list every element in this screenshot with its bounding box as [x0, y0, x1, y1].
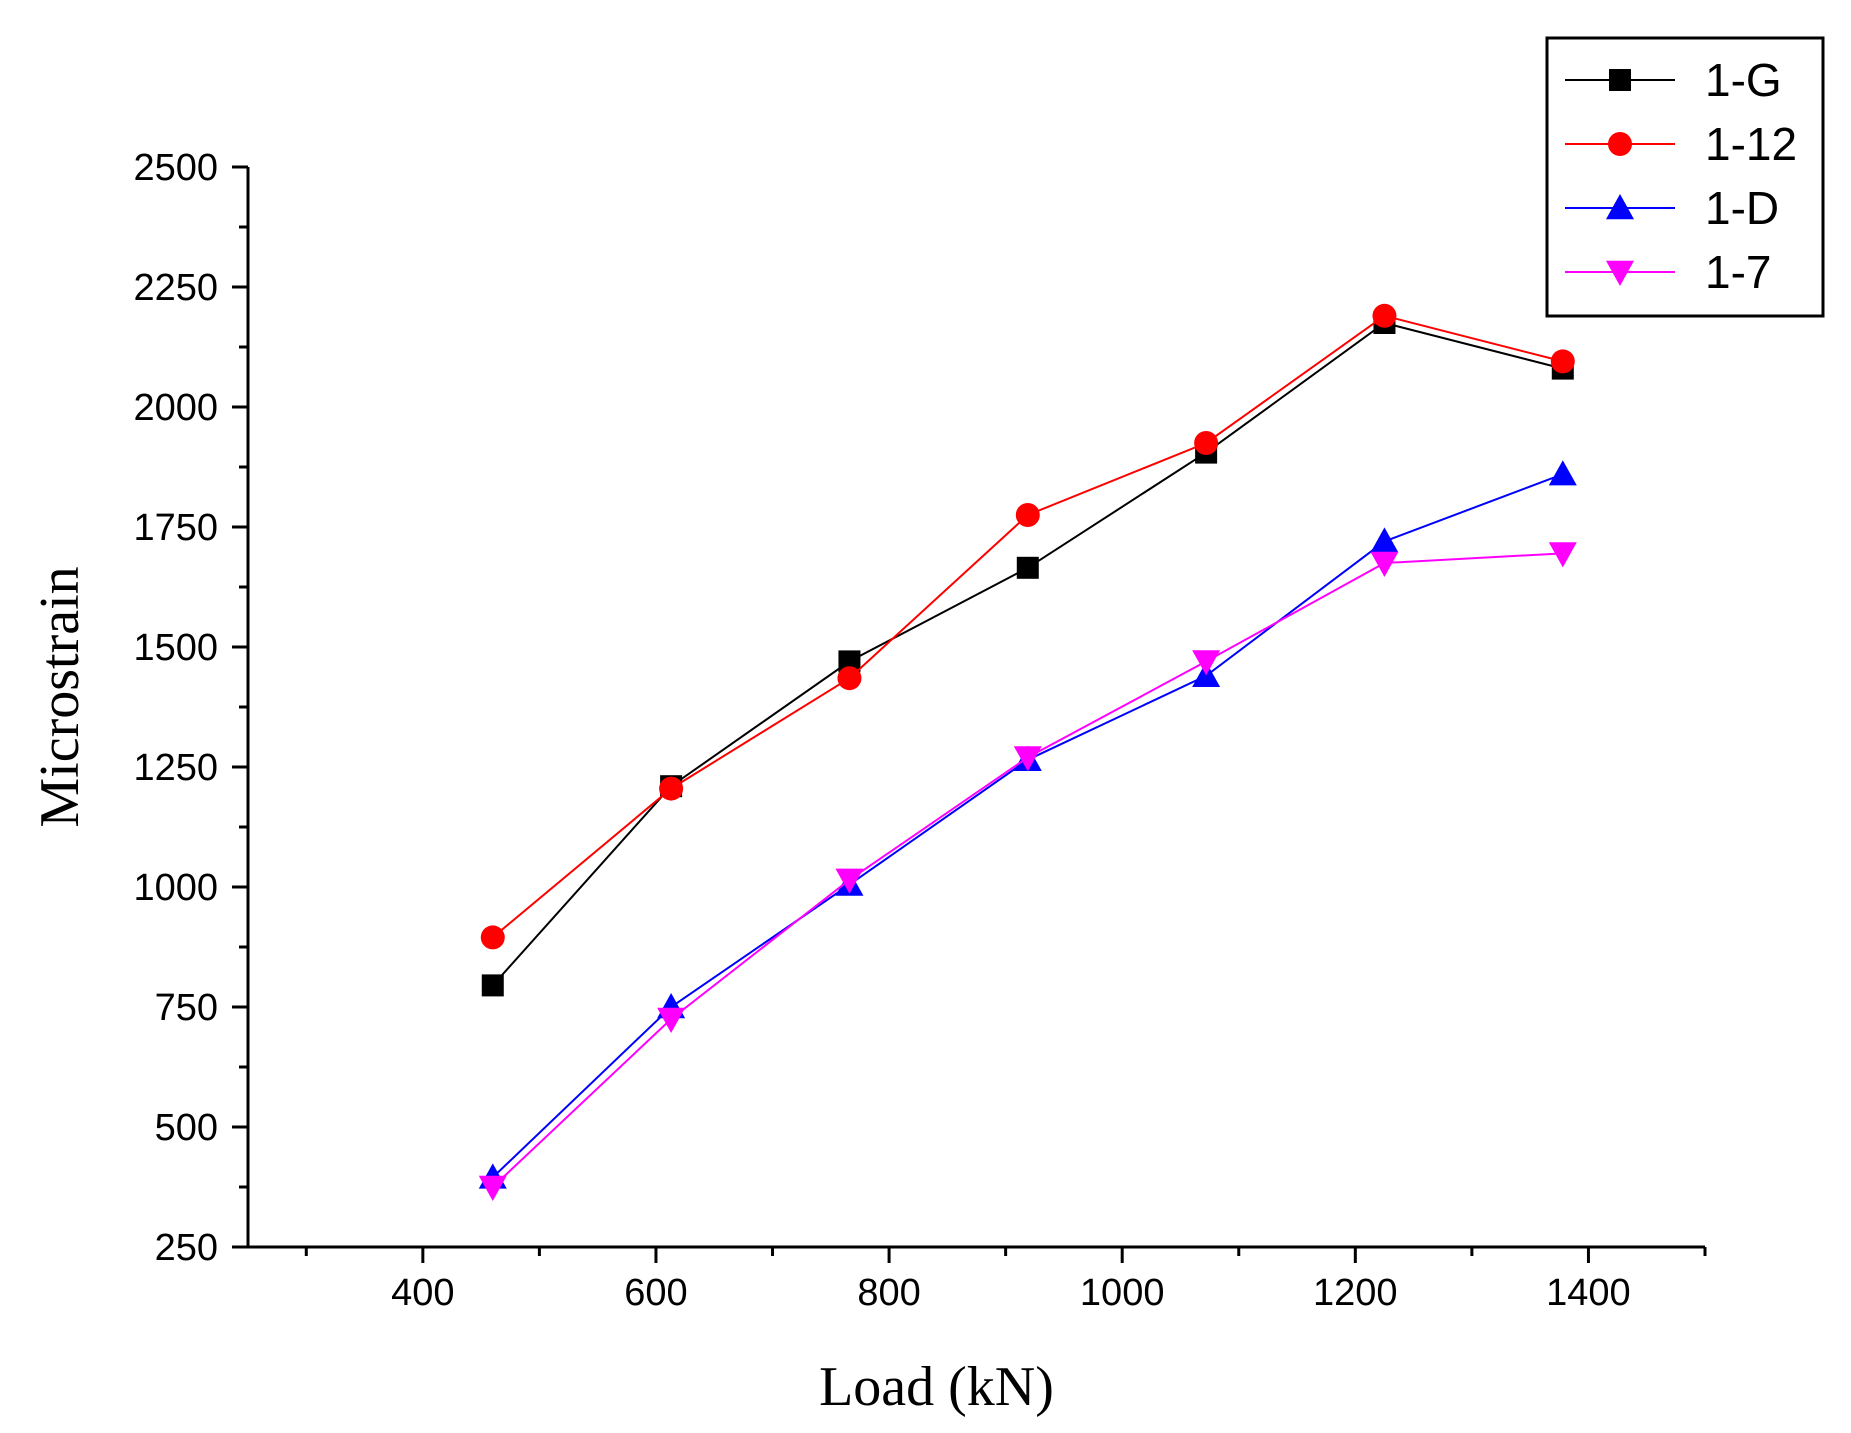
- y-tick-label: 1250: [133, 747, 218, 789]
- data-point-1-7: [1013, 746, 1042, 772]
- legend-label: 1-G: [1705, 54, 1782, 106]
- series-line-1-G: [492, 321, 1564, 987]
- legend-item-1-G: 1-G: [1565, 54, 1782, 106]
- legend-marker: [1606, 260, 1634, 286]
- data-point-1-12: [1194, 431, 1219, 455]
- legend-label: 1-D: [1705, 182, 1779, 234]
- data-point-1-G: [838, 650, 861, 673]
- legend-label: 1-12: [1705, 118, 1797, 170]
- y-axis-title: Microstrain: [29, 566, 91, 827]
- data-point-1-12: [1015, 503, 1040, 527]
- x-tick-label: 400: [391, 1272, 454, 1314]
- x-tick-label: 600: [624, 1272, 687, 1314]
- legend-marker: [1609, 69, 1631, 91]
- x-tick-label: 800: [857, 1272, 920, 1314]
- axes: 400 600 800 1000 1200 1400 250 500 750 1000 1250 15…: [133, 147, 1707, 1314]
- legend-item-1-7: 1-7: [1565, 246, 1771, 298]
- series-line-1-7: [492, 552, 1563, 1188]
- series-layer: [478, 303, 1577, 1201]
- y-tick-label: 1750: [133, 507, 218, 549]
- y-tick-label: 2250: [133, 267, 218, 309]
- x-axis-title: Load (kN): [819, 1356, 1054, 1418]
- legend: 1-G 1-12 1-D 1-7: [1545, 36, 1825, 318]
- data-point-1-12: [1550, 349, 1575, 374]
- data-point-1-12: [837, 666, 862, 691]
- y-tick-label: 2500: [133, 147, 218, 189]
- data-point-1-7: [835, 868, 864, 894]
- legend-item-1-12: 1-12: [1565, 118, 1797, 170]
- y-tick-label: 250: [155, 1227, 218, 1269]
- x-tick-label: 1400: [1546, 1272, 1631, 1314]
- series-1-7: [478, 542, 1577, 1201]
- legend-label: 1-7: [1705, 246, 1771, 298]
- y-tick-label: 1000: [133, 867, 218, 909]
- data-point-1-12: [480, 925, 505, 950]
- data-point-1-7: [1192, 650, 1221, 676]
- data-point-1-7: [1370, 551, 1399, 577]
- data-point-1-7: [657, 1007, 686, 1033]
- series-line-1-12: [492, 314, 1564, 939]
- legend-item-1-D: 1-D: [1565, 182, 1779, 234]
- data-point-1-7: [1548, 542, 1577, 568]
- data-point-1-D: [1548, 460, 1577, 486]
- legend-box: [1545, 36, 1825, 318]
- series-1-12: [480, 303, 1575, 950]
- legend-marker: [1608, 132, 1632, 156]
- data-point-1-7: [478, 1175, 507, 1201]
- x-tick-label: 1000: [1080, 1272, 1165, 1314]
- data-point-1-12: [659, 776, 684, 801]
- y-tick-label: 2000: [133, 387, 218, 429]
- data-point-1-G: [1016, 556, 1039, 579]
- data-point-1-12: [1372, 303, 1397, 328]
- data-point-1-G: [481, 974, 504, 997]
- series-1-G: [481, 312, 1574, 997]
- x-tick-label: 1200: [1313, 1272, 1398, 1314]
- y-tick-label: 1500: [133, 627, 218, 669]
- series-line-1-D: [492, 473, 1564, 1179]
- data-point-1-D: [1370, 527, 1399, 553]
- legend-marker: [1606, 194, 1634, 220]
- y-tick-label: 750: [155, 987, 218, 1029]
- y-tick-label: 500: [155, 1107, 218, 1149]
